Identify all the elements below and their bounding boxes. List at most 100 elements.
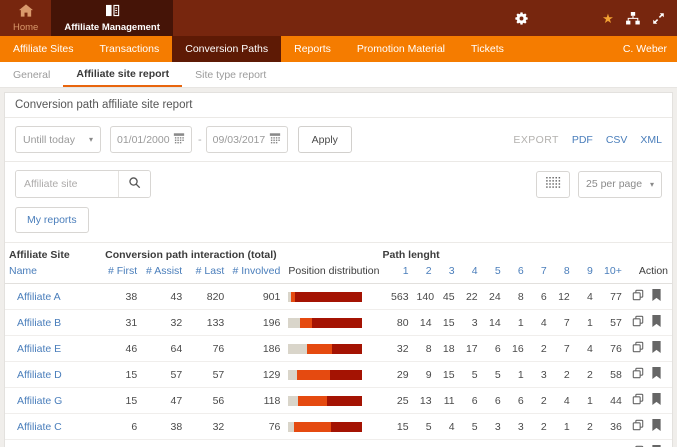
search-button[interactable]: [118, 171, 150, 197]
per-page-select[interactable]: 25 per page ▾: [578, 170, 662, 198]
col-last[interactable]: # Last: [186, 263, 229, 284]
action-cell: [625, 439, 672, 447]
nav-item-affiliate-sites[interactable]: Affiliate Sites: [13, 43, 74, 55]
stat-assist-cell: 64: [141, 335, 187, 362]
subnav-item-site-type-report[interactable]: Site type report: [195, 68, 267, 81]
nav-item-transactions[interactable]: Transactions: [99, 43, 160, 55]
col-path-4[interactable]: 4: [458, 263, 482, 284]
path-3-cell: 4: [435, 439, 459, 447]
export-group: EXPORT PDF CSV XML: [513, 134, 662, 146]
affiliate-site-link[interactable]: Affiliate D: [17, 368, 62, 381]
col-path-9[interactable]: 9: [573, 263, 597, 284]
user-menu[interactable]: C. Weber: [622, 43, 667, 55]
duplicate-report-icon[interactable]: [632, 419, 644, 431]
stat-last-cell: 820: [186, 283, 229, 310]
export-xml-link[interactable]: XML: [640, 133, 662, 146]
export-csv-link[interactable]: CSV: [605, 133, 628, 146]
affiliate-site-link[interactable]: Affiliate B: [17, 316, 62, 329]
bar-segment-assist: [294, 421, 332, 432]
gear-icon[interactable]: [512, 9, 530, 27]
duplicate-report-icon[interactable]: [632, 315, 644, 327]
columns-button[interactable]: [536, 170, 570, 198]
period-select[interactable]: Untill today ▾: [15, 126, 101, 153]
subnav-item-general[interactable]: General: [13, 68, 51, 81]
chevron-down-icon: ▾: [649, 179, 654, 189]
col-path-10plus[interactable]: 10+: [596, 263, 626, 284]
calendar-icon: [173, 132, 185, 147]
affiliate-site-link[interactable]: Affiliate E: [17, 342, 62, 355]
bar-segment-first: [288, 421, 295, 432]
bookmark-icon[interactable]: [651, 393, 662, 405]
col-path-1[interactable]: 1: [378, 263, 413, 284]
path-1-cell: 15: [378, 413, 413, 440]
col-first[interactable]: # First: [101, 263, 142, 284]
path-4-cell: 22: [458, 283, 482, 310]
calendar-icon: [269, 132, 281, 147]
affiliate-name-cell: Affiliate G: [5, 387, 102, 414]
nav-item-conversion-paths[interactable]: Conversion Paths: [172, 36, 282, 62]
stat-last-cell: 57: [186, 361, 229, 388]
search-field: [15, 170, 151, 198]
bar-segment-last: [312, 317, 363, 328]
affiliate-site-link[interactable]: Affiliate G: [17, 394, 63, 407]
col-path-8[interactable]: 8: [550, 263, 574, 284]
duplicate-report-icon[interactable]: [632, 289, 644, 301]
path-6-cell: 8: [504, 283, 528, 310]
bookmark-icon[interactable]: [651, 367, 662, 379]
subnav-item-affiliate-site-report[interactable]: Affiliate site report: [63, 62, 183, 87]
path-6-cell: 1: [504, 361, 528, 388]
path-6-cell: 1: [504, 309, 528, 336]
toolbar-right: 25 per page ▾: [536, 170, 662, 198]
col-path-3[interactable]: 3: [435, 263, 459, 284]
expand-icon[interactable]: [649, 9, 667, 27]
star-icon[interactable]: ★: [602, 10, 614, 26]
affiliate-site-link[interactable]: Affiliate C: [17, 420, 62, 433]
col-path-6[interactable]: 6: [504, 263, 528, 284]
nav-item-tickets[interactable]: Tickets: [471, 43, 504, 55]
stat-first-cell: 46: [101, 335, 142, 362]
duplicate-report-icon[interactable]: [632, 341, 644, 353]
bar-segment-last: [329, 369, 363, 380]
apply-button[interactable]: Apply: [297, 126, 352, 153]
date-to-field[interactable]: [205, 126, 288, 153]
table-row: Affiliate C 6 38 32 76 15 5 4 5 3 3 2 1 2 36: [5, 413, 672, 440]
duplicate-report-icon[interactable]: [632, 367, 644, 379]
search-input[interactable]: [16, 171, 118, 197]
bookmark-icon[interactable]: [651, 315, 662, 327]
date-from-field[interactable]: [110, 126, 192, 153]
col-action: Action: [625, 263, 672, 284]
path-7-cell: 3: [527, 361, 551, 388]
affiliate-site-link[interactable]: Affiliate A: [17, 290, 61, 303]
nav-item-reports[interactable]: Reports: [294, 43, 331, 55]
main-nav: Affiliate Sites Transactions Conversion …: [0, 36, 677, 62]
path-9-cell: 2: [573, 361, 597, 388]
topbar-actions: ★: [505, 0, 677, 36]
tab-affiliate-management[interactable]: Affiliate Management: [51, 0, 173, 36]
tab-home[interactable]: Home: [0, 0, 51, 36]
bar-segment-last: [295, 291, 363, 302]
col-assist[interactable]: # Assist: [141, 263, 187, 284]
table-row: Affiliate D 15 57 57 129 29 9 15 5 5 1 3 2 2 58: [5, 361, 672, 388]
path-3-cell: 45: [435, 283, 459, 310]
duplicate-report-icon[interactable]: [632, 445, 644, 447]
export-pdf-link[interactable]: PDF: [571, 133, 593, 146]
col-path-2[interactable]: 2: [412, 263, 436, 284]
toolbar-row: 25 per page ▾: [5, 162, 672, 202]
col-path-5[interactable]: 5: [481, 263, 505, 284]
bookmark-icon[interactable]: [651, 341, 662, 353]
sitemap-icon[interactable]: [624, 9, 642, 27]
path-5-cell: 14: [481, 309, 505, 336]
nav-item-promotion-material[interactable]: Promotion Material: [356, 43, 446, 55]
date-from-input[interactable]: [117, 133, 173, 146]
duplicate-report-icon[interactable]: [632, 393, 644, 405]
bookmark-icon[interactable]: [651, 419, 662, 431]
bookmark-icon[interactable]: [651, 289, 662, 301]
path-4-cell: 5: [458, 439, 482, 447]
date-to-input[interactable]: [212, 133, 269, 146]
table-row: Affiliate F038316993457212034: [5, 439, 672, 447]
col-path-7[interactable]: 7: [527, 263, 551, 284]
col-involved[interactable]: # Involved: [228, 263, 285, 284]
col-name[interactable]: Name: [5, 263, 102, 284]
my-reports-button[interactable]: My reports: [15, 207, 89, 233]
path-2-cell: 13: [412, 387, 436, 414]
